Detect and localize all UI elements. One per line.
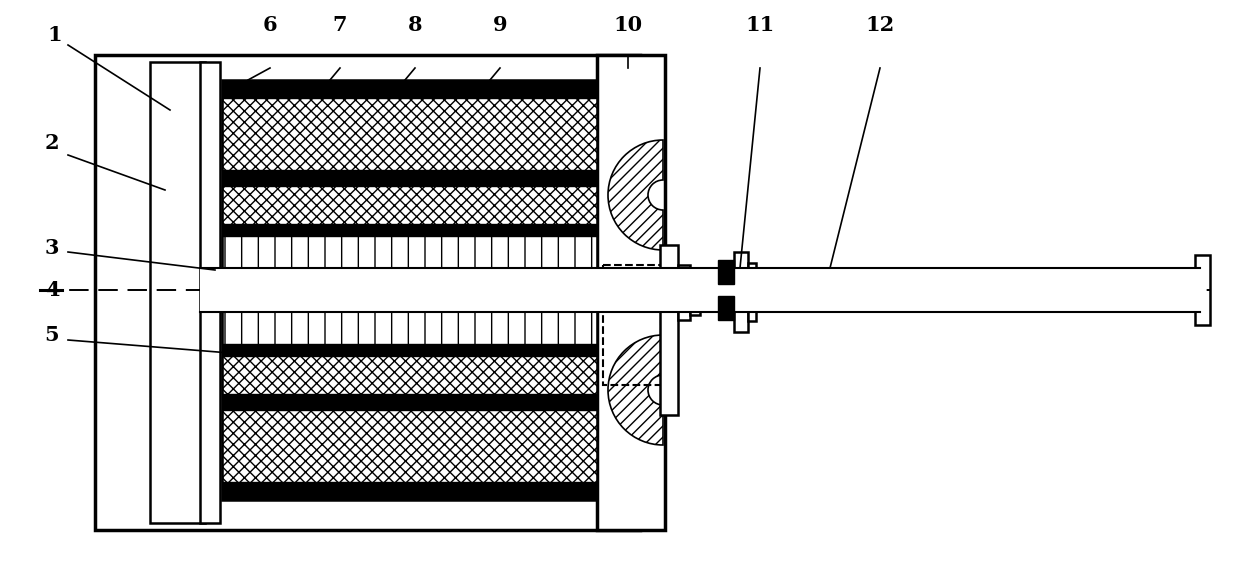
Wedge shape <box>608 335 663 445</box>
Text: 12: 12 <box>866 15 894 35</box>
Bar <box>689 270 701 315</box>
Bar <box>748 263 756 321</box>
Bar <box>660 245 678 415</box>
Text: 2: 2 <box>45 133 60 153</box>
Bar <box>222 482 596 500</box>
Bar <box>734 252 748 332</box>
Bar <box>222 236 596 344</box>
Wedge shape <box>608 140 663 250</box>
Bar <box>1195 255 1210 325</box>
Text: 5: 5 <box>45 325 60 345</box>
Text: 8: 8 <box>408 15 423 35</box>
Bar <box>150 62 205 523</box>
Bar <box>222 170 596 186</box>
Bar <box>95 55 640 530</box>
Bar <box>678 265 689 320</box>
Bar <box>222 80 596 500</box>
Bar <box>222 356 596 394</box>
Bar <box>222 394 596 410</box>
Text: 1: 1 <box>47 25 62 45</box>
Bar <box>222 224 596 236</box>
Text: 11: 11 <box>745 15 775 35</box>
Bar <box>596 55 665 530</box>
Text: 4: 4 <box>45 280 60 300</box>
Bar <box>222 186 596 224</box>
Text: 10: 10 <box>614 15 642 35</box>
Bar <box>222 344 596 356</box>
Text: 7: 7 <box>332 15 347 35</box>
Text: 6: 6 <box>263 15 278 35</box>
Bar <box>200 62 219 523</box>
Bar <box>222 80 596 98</box>
Bar <box>756 270 1202 310</box>
Text: 3: 3 <box>45 238 60 258</box>
Text: 9: 9 <box>492 15 507 35</box>
Bar <box>222 98 596 170</box>
Bar <box>603 265 661 385</box>
Bar <box>718 296 734 320</box>
Bar <box>200 268 1200 312</box>
Bar <box>222 410 596 482</box>
Bar <box>718 260 734 284</box>
